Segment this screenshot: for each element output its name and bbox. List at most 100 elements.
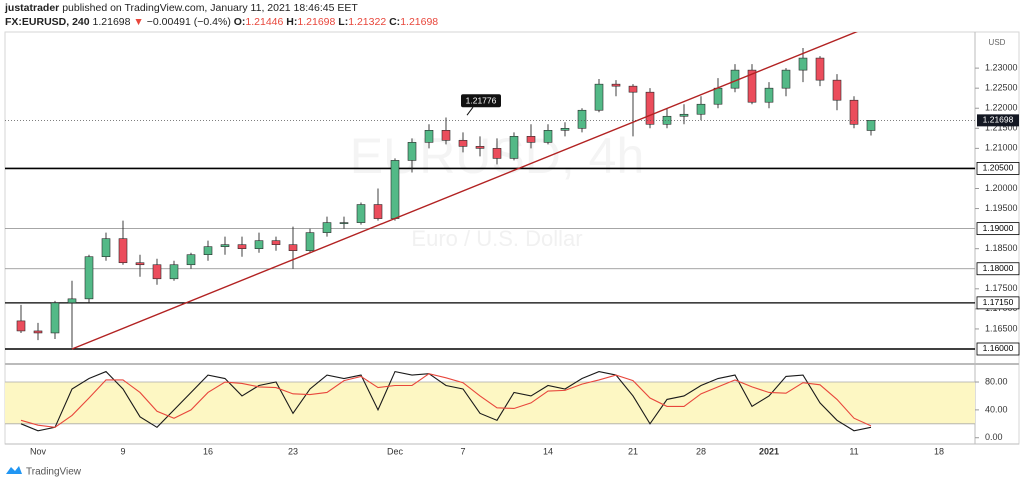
ohlc-value: 1.21698 bbox=[297, 16, 335, 28]
level-label: 1.19000 bbox=[983, 223, 1014, 233]
publish-line: justatrader published on TradingView.com… bbox=[4, 2, 358, 14]
author: justatrader bbox=[4, 2, 59, 14]
candle-body bbox=[67, 298, 77, 304]
candle-body bbox=[84, 256, 94, 300]
level-box bbox=[976, 222, 1020, 236]
y-tick-label: 1.16500 bbox=[985, 323, 1018, 333]
candle-body bbox=[373, 204, 383, 219]
ohlc-value: 1.21698 bbox=[400, 16, 438, 28]
candle-body bbox=[390, 160, 400, 219]
candle-body bbox=[798, 57, 808, 71]
candle-body bbox=[526, 136, 536, 143]
candle-body bbox=[509, 136, 519, 159]
x-tick-label: 2021 bbox=[759, 446, 779, 456]
candle-body bbox=[305, 232, 315, 251]
x-tick-label: Dec bbox=[387, 446, 404, 456]
ohlc-value: 1.21322 bbox=[348, 16, 386, 28]
y-tick-label: 40.00 bbox=[985, 404, 1008, 414]
candle-body bbox=[407, 142, 417, 161]
published: published on TradingView.com, January 11… bbox=[62, 2, 358, 14]
ohlc-key: H: bbox=[286, 16, 297, 28]
y-tick-label: 1.23000 bbox=[985, 62, 1018, 72]
candle-body bbox=[424, 130, 434, 143]
candle-body bbox=[475, 146, 485, 149]
candle-body bbox=[696, 103, 706, 115]
candle-body bbox=[50, 302, 60, 334]
y-tick-label: 1.20000 bbox=[985, 183, 1018, 193]
x-tick-label: 18 bbox=[934, 446, 944, 456]
y-tick-label: 1.17500 bbox=[985, 283, 1018, 293]
ohlc-key: C: bbox=[389, 16, 400, 28]
candle-body bbox=[169, 264, 179, 280]
candle-body bbox=[577, 109, 587, 129]
price-pane bbox=[5, 32, 975, 350]
stoch-line bbox=[20, 373, 872, 428]
candle-body bbox=[849, 99, 859, 125]
ohlc-key: L: bbox=[338, 16, 348, 28]
level-label: 1.17150 bbox=[983, 297, 1014, 307]
y-tick-label: 80.00 bbox=[985, 376, 1008, 386]
candle-body bbox=[764, 87, 774, 103]
x-tick-label: 21 bbox=[628, 446, 638, 456]
ohlc-value: 1.21446 bbox=[245, 16, 283, 28]
x-tick-label: 28 bbox=[696, 446, 706, 456]
symbol-line: FX:EURUSD, 240 1.21698 ▼ −0.00491 (−0.4%… bbox=[5, 16, 438, 28]
symbol: FX:EURUSD, 240 bbox=[5, 16, 90, 28]
ohlc-key: O: bbox=[234, 16, 246, 28]
y-tick-label: 1.18500 bbox=[985, 243, 1018, 253]
currency: USD bbox=[989, 38, 1006, 47]
level-box bbox=[976, 342, 1020, 356]
candle-body bbox=[203, 246, 213, 256]
x-tick-label: 14 bbox=[543, 446, 553, 456]
last-price-label: 1.21698 bbox=[983, 115, 1014, 125]
y-tick-label: 1.21000 bbox=[985, 143, 1018, 153]
brand-icon bbox=[6, 466, 22, 474]
candle-body bbox=[679, 113, 689, 117]
candle-body bbox=[220, 244, 230, 247]
x-tick-label: 11 bbox=[849, 446, 858, 456]
candle-body bbox=[33, 330, 43, 334]
y-tick-label: 0.00 bbox=[985, 432, 1003, 442]
callout-label: 1.21776 bbox=[466, 95, 497, 105]
candle-body bbox=[356, 204, 366, 223]
candle-body bbox=[118, 238, 128, 264]
candle-body bbox=[237, 244, 247, 249]
stoch-line bbox=[20, 370, 872, 432]
candle-body bbox=[645, 91, 655, 125]
change: −0.00491 (−0.4%) bbox=[147, 16, 231, 28]
candle-body bbox=[628, 85, 638, 93]
callout-box bbox=[461, 94, 501, 108]
candle-body bbox=[339, 222, 349, 224]
y-tick-label: 1.21500 bbox=[985, 123, 1018, 133]
candle-body bbox=[560, 128, 570, 131]
y-tick-label: 1.22000 bbox=[985, 103, 1018, 113]
candle-body bbox=[815, 57, 825, 81]
last-price-box bbox=[977, 114, 1019, 127]
candle-body bbox=[135, 262, 145, 266]
candle-body bbox=[662, 115, 672, 125]
candle-body bbox=[594, 83, 604, 111]
candle-body bbox=[747, 69, 757, 103]
candle-body bbox=[543, 130, 553, 143]
candle-body bbox=[713, 87, 723, 105]
x-tick-label: Nov bbox=[30, 446, 47, 456]
y-tick-label: 1.22500 bbox=[985, 83, 1018, 93]
x-tick-label: 9 bbox=[120, 446, 125, 456]
x-tick-label: 16 bbox=[203, 446, 213, 456]
candle-body bbox=[101, 238, 111, 258]
candle-body bbox=[781, 69, 791, 89]
candle-body bbox=[441, 130, 451, 141]
candle-body bbox=[254, 240, 264, 249]
trendline bbox=[71, 32, 858, 350]
stochastic-pane bbox=[5, 370, 975, 432]
level-box bbox=[976, 162, 1020, 175]
candle-body bbox=[322, 222, 332, 233]
level-box bbox=[976, 262, 1020, 276]
level-label: 1.18000 bbox=[983, 263, 1014, 273]
candle-body bbox=[271, 240, 281, 245]
y-tick-label: 1.19500 bbox=[985, 203, 1018, 213]
level-box bbox=[976, 296, 1020, 310]
level-label: 1.20500 bbox=[983, 163, 1014, 173]
candle-body bbox=[458, 140, 468, 147]
callout-pointer bbox=[466, 106, 474, 116]
